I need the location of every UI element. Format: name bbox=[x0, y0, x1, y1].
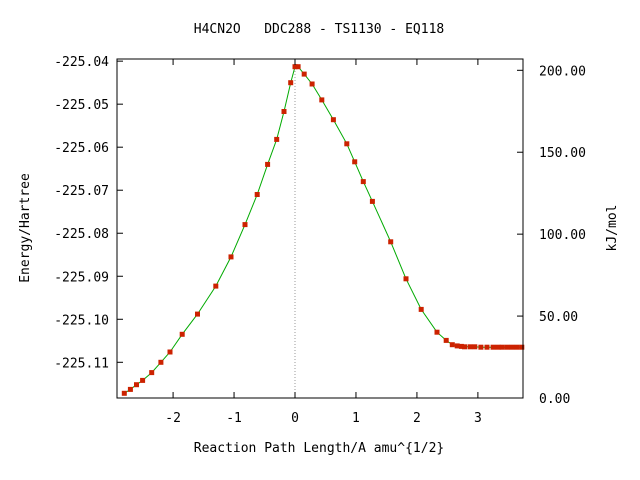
data-point bbox=[495, 344, 501, 350]
data-point bbox=[228, 254, 234, 260]
y-tick-label: -225.08 bbox=[54, 227, 109, 242]
plot-frame bbox=[116, 58, 524, 399]
data-point bbox=[514, 344, 520, 350]
x-tick-label: 0 bbox=[291, 411, 299, 426]
y-tick-label: -225.09 bbox=[54, 270, 109, 285]
x-axis-ticks: -2 -1 0 1 2 3 bbox=[165, 59, 482, 426]
data-point bbox=[127, 386, 133, 392]
y-axis-ticks: -225.04 -225.05 -225.06 -225.07 -225.08 -225.… bbox=[54, 55, 123, 371]
data-point bbox=[195, 311, 200, 317]
y-tick-label: -225.10 bbox=[54, 313, 109, 328]
data-point bbox=[309, 81, 315, 87]
data-point bbox=[360, 179, 366, 185]
data-point bbox=[504, 344, 510, 350]
data-point bbox=[472, 344, 478, 350]
data-point bbox=[140, 377, 146, 383]
y-tick-label: -225.11 bbox=[54, 356, 109, 371]
y2-tick-label: 0.00 bbox=[539, 392, 570, 407]
data-point bbox=[458, 343, 464, 349]
data-point bbox=[292, 64, 298, 70]
y-tick-label: -225.06 bbox=[54, 141, 109, 156]
data-point bbox=[403, 276, 409, 282]
data-point bbox=[449, 342, 455, 348]
data-point bbox=[519, 344, 525, 350]
data-point bbox=[254, 192, 260, 197]
data-point bbox=[274, 136, 280, 142]
data-point bbox=[149, 370, 155, 376]
y-tick-label: -225.04 bbox=[54, 55, 109, 70]
data-point bbox=[467, 344, 473, 350]
chart-title: H4CN2O DDC288 - TS1130 - EQ118 bbox=[194, 22, 444, 37]
data-point bbox=[484, 344, 490, 350]
data-point bbox=[462, 344, 467, 350]
data-points-layer bbox=[121, 64, 525, 396]
data-point bbox=[179, 331, 185, 337]
data-point bbox=[213, 283, 219, 289]
y-axis-label: Energy/Hartree bbox=[18, 173, 33, 283]
data-point bbox=[454, 343, 460, 349]
x-axis-label: Reaction Path Length/A amu^{1/2} bbox=[194, 441, 444, 456]
x-tick-label: 2 bbox=[413, 411, 421, 426]
y2-tick-label: 150.00 bbox=[539, 146, 586, 161]
data-point bbox=[167, 349, 173, 355]
y2-axis-ticks: 200.00 150.00 100.00 50.00 0.00 bbox=[517, 64, 586, 407]
y2-tick-label: 50.00 bbox=[539, 310, 578, 325]
data-point bbox=[121, 390, 127, 396]
x-tick-label: 3 bbox=[474, 411, 482, 426]
y2-axis-label: kJ/mol bbox=[605, 205, 620, 252]
y2-tick-label: 200.00 bbox=[539, 64, 586, 79]
data-point bbox=[388, 239, 394, 245]
data-point bbox=[369, 198, 375, 204]
data-point bbox=[281, 109, 287, 114]
data-point bbox=[330, 117, 336, 123]
data-point bbox=[158, 359, 164, 365]
data-point bbox=[509, 344, 515, 350]
y-tick-label: -225.07 bbox=[54, 184, 109, 199]
data-point bbox=[295, 64, 301, 70]
x-tick-label: -1 bbox=[226, 411, 242, 426]
data-point bbox=[319, 97, 325, 103]
data-point bbox=[490, 344, 496, 350]
data-point bbox=[134, 382, 139, 388]
data-point bbox=[242, 222, 248, 228]
y2-tick-label: 100.00 bbox=[539, 228, 586, 243]
data-point bbox=[478, 344, 484, 350]
data-point bbox=[344, 141, 350, 147]
data-point bbox=[434, 329, 440, 335]
data-point bbox=[418, 306, 424, 312]
x-tick-label: -2 bbox=[165, 411, 181, 426]
data-point bbox=[265, 161, 271, 167]
data-point bbox=[443, 337, 449, 343]
y-tick-label: -225.05 bbox=[54, 98, 109, 113]
x-tick-label: 1 bbox=[352, 411, 360, 426]
data-point bbox=[499, 344, 505, 350]
data-point bbox=[352, 159, 358, 165]
data-point bbox=[301, 71, 307, 77]
data-point bbox=[288, 80, 294, 86]
